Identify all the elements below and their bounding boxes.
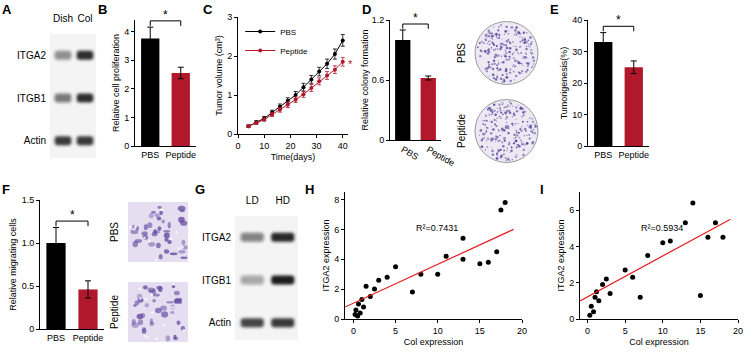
svg-text:10: 10 bbox=[259, 141, 269, 151]
svg-text:Dish: Dish bbox=[53, 13, 73, 24]
svg-text:ITGA2 expression: ITGA2 expression bbox=[556, 219, 566, 291]
svg-text:ITGB1: ITGB1 bbox=[17, 93, 46, 104]
svg-text:PBS: PBS bbox=[594, 150, 612, 160]
html-text:A: A bbox=[2, 2, 12, 17]
svg-text:LD: LD bbox=[246, 195, 259, 206]
svg-text:4: 4 bbox=[334, 254, 339, 264]
svg-text:*: * bbox=[616, 13, 621, 27]
svg-text:Peptide: Peptide bbox=[280, 47, 308, 56]
svg-text:20: 20 bbox=[572, 78, 582, 88]
svg-text:Actin: Actin bbox=[209, 317, 231, 328]
svg-text:Tumorigenesis(%): Tumorigenesis(%) bbox=[559, 47, 569, 120]
html-text:C: C bbox=[203, 2, 213, 17]
svg-text:HD: HD bbox=[276, 195, 290, 206]
svg-text:PBS: PBS bbox=[47, 333, 65, 343]
svg-text:1: 1 bbox=[124, 113, 129, 123]
svg-text:6: 6 bbox=[334, 225, 339, 235]
svg-text:2: 2 bbox=[124, 84, 129, 94]
html-text:G: G bbox=[195, 182, 206, 197]
svg-text:0.6: 0.6 bbox=[372, 75, 385, 85]
svg-text:5: 5 bbox=[393, 326, 398, 336]
svg-text:*: * bbox=[413, 11, 418, 25]
svg-text:10: 10 bbox=[572, 110, 582, 120]
svg-text:PBS: PBS bbox=[141, 150, 159, 160]
svg-text:Relative cell proliferation: Relative cell proliferation bbox=[111, 34, 121, 132]
html-text:F: F bbox=[2, 182, 10, 197]
svg-text:0: 0 bbox=[585, 326, 590, 336]
svg-text:Relative migrating cells: Relative migrating cells bbox=[8, 218, 18, 311]
svg-text:PBS: PBS bbox=[456, 43, 467, 63]
svg-text:0: 0 bbox=[29, 324, 34, 334]
svg-text:*: * bbox=[163, 8, 168, 22]
svg-text:4: 4 bbox=[569, 242, 574, 252]
svg-text:R²=0.7431: R²=0.7431 bbox=[416, 223, 458, 233]
svg-text:0.5: 0.5 bbox=[22, 281, 35, 291]
svg-text:30: 30 bbox=[572, 47, 582, 57]
svg-text:6: 6 bbox=[569, 205, 574, 215]
svg-text:Time(days): Time(days) bbox=[271, 152, 316, 162]
html-text:E: E bbox=[550, 2, 559, 17]
svg-text:8: 8 bbox=[334, 195, 339, 205]
svg-text:0: 0 bbox=[351, 326, 356, 336]
svg-text:Col expression: Col expression bbox=[404, 337, 464, 347]
svg-text:20: 20 bbox=[285, 141, 295, 151]
svg-text:30: 30 bbox=[312, 141, 322, 151]
svg-text:1.0: 1.0 bbox=[22, 238, 35, 248]
svg-text:PBS: PBS bbox=[109, 222, 120, 242]
html-text:D: D bbox=[362, 2, 372, 17]
svg-text:0: 0 bbox=[124, 141, 129, 151]
svg-text:0: 0 bbox=[577, 141, 582, 151]
svg-text:4: 4 bbox=[124, 27, 129, 37]
svg-text:2: 2 bbox=[569, 278, 574, 288]
svg-text:0: 0 bbox=[227, 129, 232, 139]
svg-text:Peptide: Peptide bbox=[456, 114, 467, 148]
svg-text:ITGA2: ITGA2 bbox=[202, 232, 231, 243]
svg-text:R²=0.5934: R²=0.5934 bbox=[641, 223, 683, 233]
svg-text:Relative colony formation: Relative colony formation bbox=[360, 29, 370, 130]
svg-text:1.2: 1.2 bbox=[372, 15, 385, 25]
svg-text:3: 3 bbox=[124, 55, 129, 65]
svg-text:20: 20 bbox=[733, 326, 743, 336]
svg-text:5: 5 bbox=[623, 326, 628, 336]
svg-text:1: 1 bbox=[227, 90, 232, 100]
svg-text:Tumor volume (cm³): Tumor volume (cm³) bbox=[214, 35, 224, 116]
svg-text:Col: Col bbox=[77, 13, 92, 24]
svg-text:0: 0 bbox=[334, 314, 339, 324]
svg-text:Peptide: Peptide bbox=[618, 150, 649, 160]
svg-text:15: 15 bbox=[475, 326, 485, 336]
html-text:I: I bbox=[540, 182, 544, 197]
svg-text:ITGA2 expression: ITGA2 expression bbox=[321, 219, 331, 291]
svg-text:Peptide: Peptide bbox=[165, 150, 196, 160]
html-text:H: H bbox=[305, 182, 315, 197]
svg-text:20: 20 bbox=[517, 326, 527, 336]
svg-text:40: 40 bbox=[338, 141, 348, 151]
svg-text:1.5: 1.5 bbox=[22, 195, 35, 205]
svg-text:Col expression: Col expression bbox=[629, 337, 689, 347]
svg-text:*: * bbox=[348, 58, 353, 70]
svg-text:3: 3 bbox=[227, 12, 232, 22]
svg-text:Actin: Actin bbox=[24, 135, 46, 146]
svg-text:PBS: PBS bbox=[280, 28, 296, 37]
svg-text:0: 0 bbox=[235, 141, 240, 151]
svg-text:2: 2 bbox=[334, 284, 339, 294]
svg-text:0: 0 bbox=[569, 314, 574, 324]
svg-text:15: 15 bbox=[695, 326, 705, 336]
svg-text:Peptide: Peptide bbox=[109, 295, 120, 329]
html-text:B: B bbox=[98, 2, 108, 17]
svg-text:2: 2 bbox=[227, 51, 232, 61]
svg-text:0: 0 bbox=[379, 135, 384, 145]
svg-text:Peptide: Peptide bbox=[73, 333, 104, 343]
svg-text:*: * bbox=[70, 208, 75, 222]
svg-text:10: 10 bbox=[658, 326, 668, 336]
svg-text:PBS: PBS bbox=[400, 144, 421, 162]
svg-text:10: 10 bbox=[433, 326, 443, 336]
svg-text:ITGB1: ITGB1 bbox=[202, 275, 231, 286]
svg-text:ITGA2: ITGA2 bbox=[17, 50, 46, 61]
svg-text:40: 40 bbox=[572, 15, 582, 25]
svg-text:Peptide: Peptide bbox=[425, 144, 455, 168]
